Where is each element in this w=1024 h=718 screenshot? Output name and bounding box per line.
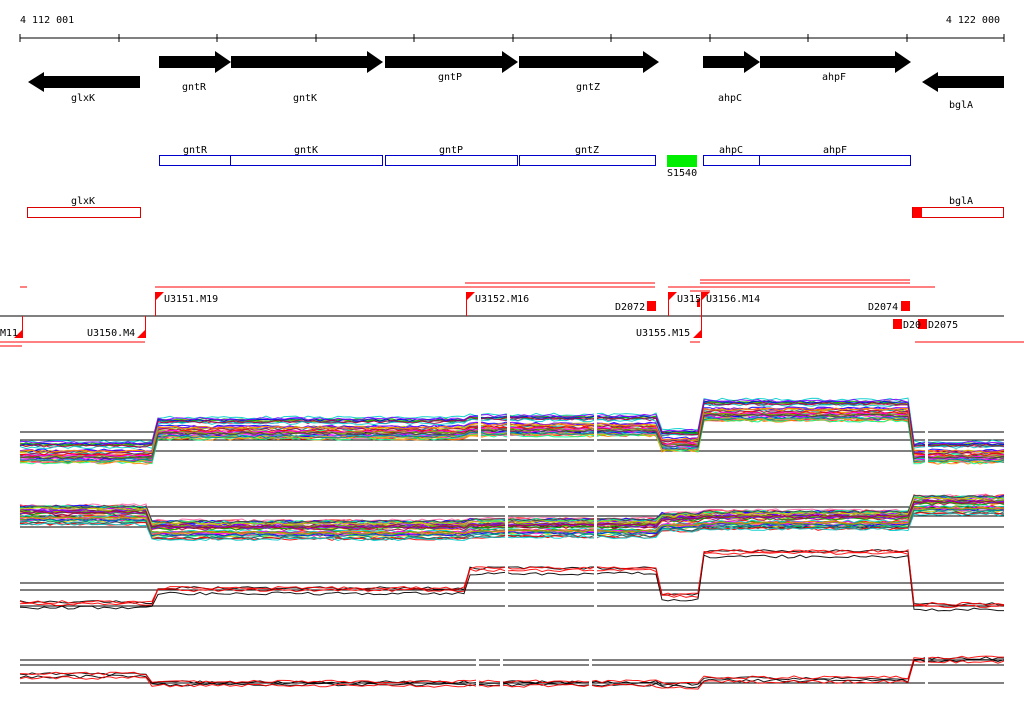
misc-feature-label: S1540 [667,168,697,179]
operon-track-minus: glxK bglA [27,196,1004,218]
segment-label-plus-1: U3151.M19 [164,294,218,305]
gene-track: glxK gntR gntK gntP gntZ ahpC ahpF bglA [28,51,1004,111]
gene-arrow-gntK[interactable] [231,51,383,73]
ruler-start-label: 4 112 001 [20,15,74,26]
gene-arrow-gntZ[interactable] [519,51,659,73]
segment-label-minus-2: U3155.M15 [636,328,690,339]
operon-label-bglA: bglA [949,196,973,207]
segment-label-plus-5: D2074 [868,302,898,313]
gene-arrow-ahpF[interactable] [760,51,911,73]
segment-label-minus-4: D2075 [928,320,958,331]
gene-label-ahpC: ahpC [718,93,742,104]
misc-feature-box[interactable] [667,155,697,167]
operon-box-glxK[interactable] [27,207,141,218]
expression-panel-plus-samples [19,397,1005,466]
operon-box-gntR[interactable] [159,155,231,166]
operon-start-marker [913,207,922,218]
segment-label-plus-4: U315 [677,294,701,305]
operon-track-plus [159,155,911,166]
gene-label-gntP: gntP [438,72,462,83]
operon-label-gntR: gntR [183,145,208,156]
gene-label-bglA: bglA [949,100,973,111]
gene-arrow-glxK[interactable] [28,72,140,92]
ruler-end-label: 4 122 000 [946,15,1000,26]
expression-panel-minus-average [19,635,1005,698]
operon-box-ahpF[interactable] [759,155,911,166]
gene-label-gntZ: gntZ [576,82,600,93]
segment-label-overlap: U3156.M14 [706,294,760,305]
segment-label-plus-2: U3152.M16 [475,294,529,305]
operon-box-bglA[interactable] [912,207,1004,218]
operon-box-gntP[interactable] [385,155,518,166]
segment-label-plus-3: D2072 [615,302,645,313]
gene-arrow-gntR[interactable] [159,51,231,73]
operon-box-gntZ[interactable] [519,155,656,166]
gene-arrow-bglA[interactable] [922,72,1004,92]
gene-label-glxK: glxK [71,93,95,104]
operon-box-ahpC[interactable] [703,155,760,166]
segment-label-minus-3: D20 [903,320,921,331]
segment-label-minus-1: U3150.M4 [87,328,135,339]
gene-label-ahpF: ahpF [822,72,846,83]
segment-track: U3151.M19 U3152.M16 D2072 U315 U3156.M14… [0,279,1024,347]
operon-label-gntK: gntK [294,145,318,156]
operon-labels-plus: gntR gntK gntP gntZ ahpC ahpF [183,145,847,156]
expression-panel-minus-samples [19,482,1005,542]
gene-arrow-ahpC[interactable] [703,51,760,73]
operon-label-gntP: gntP [439,145,463,156]
gene-label-gntR: gntR [182,82,207,93]
operon-label-ahpF: ahpF [823,145,847,156]
segment-label-minus-5: M11 [0,328,18,339]
gene-arrow-gntP[interactable] [385,51,518,73]
operon-label-glxK: glxK [71,196,95,207]
operon-label-gntZ: gntZ [575,145,599,156]
operon-box-gntK[interactable] [230,155,383,166]
coordinate-ruler: 4 112 001 4 122 000 [19,15,1005,42]
expression-panel-plus-average [19,548,1005,621]
gene-label-gntK: gntK [293,93,317,104]
operon-label-ahpC: ahpC [719,145,743,156]
